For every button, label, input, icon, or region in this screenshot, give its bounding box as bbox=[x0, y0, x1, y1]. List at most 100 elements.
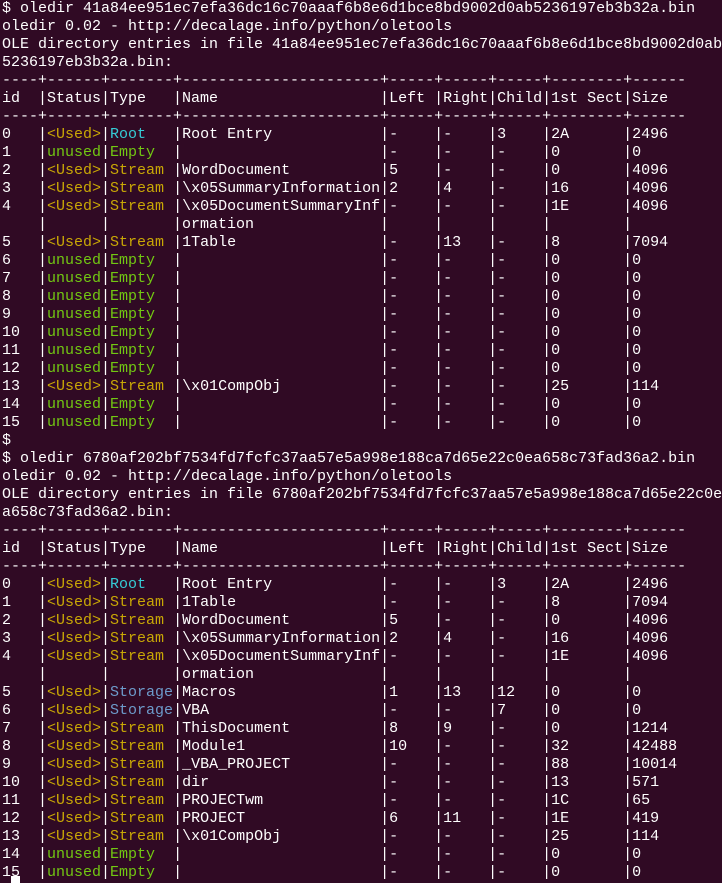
terminal-text: | bbox=[101, 738, 111, 755]
terminal-text: 4 | bbox=[2, 198, 48, 215]
terminal-line: | | |ormation | | | | | bbox=[2, 216, 722, 234]
terminal-line: 6 |<Used>|Storage|VBA |- |- |7 |0 |0 bbox=[2, 702, 722, 720]
terminal-line: 3 |<Used>|Stream |\x05SummaryInformation… bbox=[2, 630, 722, 648]
terminal-text: | bbox=[101, 396, 111, 413]
terminal-line: | | |ormation | | | | | bbox=[2, 666, 722, 684]
terminal-text: | |- |- |- |0 |0 bbox=[173, 306, 642, 323]
terminal-text: |WordDocument |5 |- |- |0 |4096 bbox=[173, 612, 669, 629]
terminal-line: 15 |unused|Empty | |- |- |- |0 |0 bbox=[2, 414, 722, 432]
terminal-line: $ oledir 41a84ee951ec7efa36dc16c70aaaf6b… bbox=[2, 0, 722, 18]
terminal-colored-text: Stream bbox=[110, 738, 174, 755]
terminal-colored-text: <Used> bbox=[47, 576, 102, 593]
terminal-text: | |- |- |- |0 |0 bbox=[173, 324, 642, 341]
terminal-line: 11 |<Used>|Stream |PROJECTwm |- |- |- |1… bbox=[2, 792, 722, 810]
terminal-line: 5 |<Used>|Stream |1Table |- |13 |- |8 |7… bbox=[2, 234, 722, 252]
terminal-colored-text: Stream bbox=[110, 810, 174, 827]
terminal-colored-text: unused bbox=[47, 306, 102, 323]
terminal-text: 14 | bbox=[2, 846, 48, 863]
terminal-text: 1 | bbox=[2, 594, 48, 611]
terminal-text: | |- |- |- |0 |0 bbox=[173, 864, 642, 881]
terminal-text: | bbox=[101, 414, 111, 431]
terminal-line: 14 |unused|Empty | |- |- |- |0 |0 bbox=[2, 396, 722, 414]
terminal-text: | bbox=[101, 360, 111, 377]
terminal-colored-text: Empty bbox=[110, 396, 174, 413]
terminal-line: ----+------+-------+--------------------… bbox=[2, 522, 722, 540]
terminal-text: $ oledir 41a84ee951ec7efa36dc16c70aaaf6b… bbox=[2, 0, 696, 17]
terminal-line: 14 |unused|Empty | |- |- |- |0 |0 bbox=[2, 846, 722, 864]
terminal-text: | |- |- |- |0 |0 bbox=[173, 144, 642, 161]
terminal-text: | |- |- |- |0 |0 bbox=[173, 414, 642, 431]
terminal-line: oledir 0.02 - http://decalage.info/pytho… bbox=[2, 468, 722, 486]
terminal-text: 5236197eb3b32a.bin: bbox=[2, 54, 174, 71]
terminal-text: | |- |- |- |0 |0 bbox=[173, 360, 642, 377]
terminal-text: |PROJECT |6 |11 |- |1E |419 bbox=[173, 810, 660, 827]
terminal-line: 10 |unused|Empty | |- |- |- |0 |0 bbox=[2, 324, 722, 342]
terminal-line: oledir 0.02 - http://decalage.info/pytho… bbox=[2, 18, 722, 36]
terminal-line: 15 |unused|Empty | |- |- |- |0 |0 bbox=[2, 864, 722, 882]
terminal-text: | bbox=[101, 144, 111, 161]
terminal-line: 3 |<Used>|Stream |\x05SummaryInformation… bbox=[2, 180, 722, 198]
terminal-line: 0 |<Used>|Root |Root Entry |- |- |3 |2A … bbox=[2, 576, 722, 594]
terminal-cursor bbox=[11, 876, 20, 883]
terminal-text: |Macros |1 |13 |12 |0 |0 bbox=[173, 684, 642, 701]
terminal-text: 12 | bbox=[2, 360, 48, 377]
terminal-colored-text: Empty bbox=[110, 324, 174, 341]
terminal-colored-text: Empty bbox=[110, 306, 174, 323]
terminal-line: 1 |unused|Empty | |- |- |- |0 |0 bbox=[2, 144, 722, 162]
terminal-text: OLE directory entries in file 41a84ee951… bbox=[2, 36, 722, 53]
terminal-text: | bbox=[101, 630, 111, 647]
terminal-text: 6 | bbox=[2, 702, 48, 719]
terminal-colored-text: unused bbox=[47, 414, 102, 431]
terminal-text: |1Table |- |13 |- |8 |7094 bbox=[173, 234, 669, 251]
terminal-text: 13 | bbox=[2, 828, 48, 845]
terminal-text: a658c73fad36a2.bin: bbox=[2, 504, 174, 521]
terminal-line: 7 |<Used>|Stream |ThisDocument |8 |9 |- … bbox=[2, 720, 722, 738]
terminal-text: | bbox=[101, 252, 111, 269]
terminal-text: 7 | bbox=[2, 720, 48, 737]
terminal-text: | bbox=[101, 756, 111, 773]
terminal-text: | bbox=[101, 594, 111, 611]
terminal-colored-text: unused bbox=[47, 252, 102, 269]
terminal-line: ----+------+-------+--------------------… bbox=[2, 72, 722, 90]
terminal-line: 13 |<Used>|Stream |\x01CompObj |- |- |- … bbox=[2, 378, 722, 396]
terminal-text: | bbox=[101, 126, 111, 143]
terminal-text: ----+------+-------+--------------------… bbox=[2, 522, 687, 539]
terminal-text: 11 | bbox=[2, 342, 48, 359]
terminal-colored-text: <Used> bbox=[47, 792, 102, 809]
terminal-colored-text: Stream bbox=[110, 828, 174, 845]
terminal-colored-text: <Used> bbox=[47, 684, 102, 701]
terminal-text: 10 | bbox=[2, 774, 48, 791]
terminal-text: | bbox=[101, 810, 111, 827]
terminal-text: ----+------+-------+--------------------… bbox=[2, 108, 687, 125]
terminal-text: | | |ormation | | | | | bbox=[2, 666, 633, 683]
terminal-text: | |- |- |- |0 |0 bbox=[173, 846, 642, 863]
terminal-text: 7 | bbox=[2, 270, 48, 287]
terminal-line: $ bbox=[2, 432, 722, 450]
terminal-text: | bbox=[101, 828, 111, 845]
terminal-colored-text: unused bbox=[47, 324, 102, 341]
terminal-text: | bbox=[101, 846, 111, 863]
terminal-colored-text: <Used> bbox=[47, 180, 102, 197]
terminal-text: | bbox=[101, 342, 111, 359]
terminal-colored-text: Stream bbox=[110, 180, 174, 197]
terminal-text: |1Table |- |- |- |8 |7094 bbox=[173, 594, 669, 611]
terminal-colored-text: unused bbox=[47, 846, 102, 863]
terminal-colored-text: Stream bbox=[110, 198, 174, 215]
terminal-text: id |Status|Type |Name |Left |Right|Child… bbox=[2, 90, 687, 107]
terminal-line: id |Status|Type |Name |Left |Right|Child… bbox=[2, 540, 722, 558]
terminal-colored-text: Stream bbox=[110, 630, 174, 647]
terminal-line: ----+------+-------+--------------------… bbox=[2, 108, 722, 126]
terminal-line: 8 |unused|Empty | |- |- |- |0 |0 bbox=[2, 288, 722, 306]
terminal-text: 2 | bbox=[2, 612, 48, 629]
terminal-line: 5 |<Used>|Storage|Macros |1 |13 |12 |0 |… bbox=[2, 684, 722, 702]
terminal-text: | bbox=[101, 864, 111, 881]
terminal-text: 15 | bbox=[2, 864, 48, 881]
terminal-colored-text: <Used> bbox=[47, 630, 102, 647]
terminal-text: |\x05SummaryInformation|2 |4 |- |16 |409… bbox=[173, 630, 669, 647]
terminal-text: |\x01CompObj |- |- |- |25 |114 bbox=[173, 828, 660, 845]
terminal-line: OLE directory entries in file 6780af202b… bbox=[2, 486, 722, 504]
terminal-line: 8 |<Used>|Stream |Module1 |10 |- |- |32 … bbox=[2, 738, 722, 756]
terminal-colored-text: Storage bbox=[110, 684, 174, 701]
